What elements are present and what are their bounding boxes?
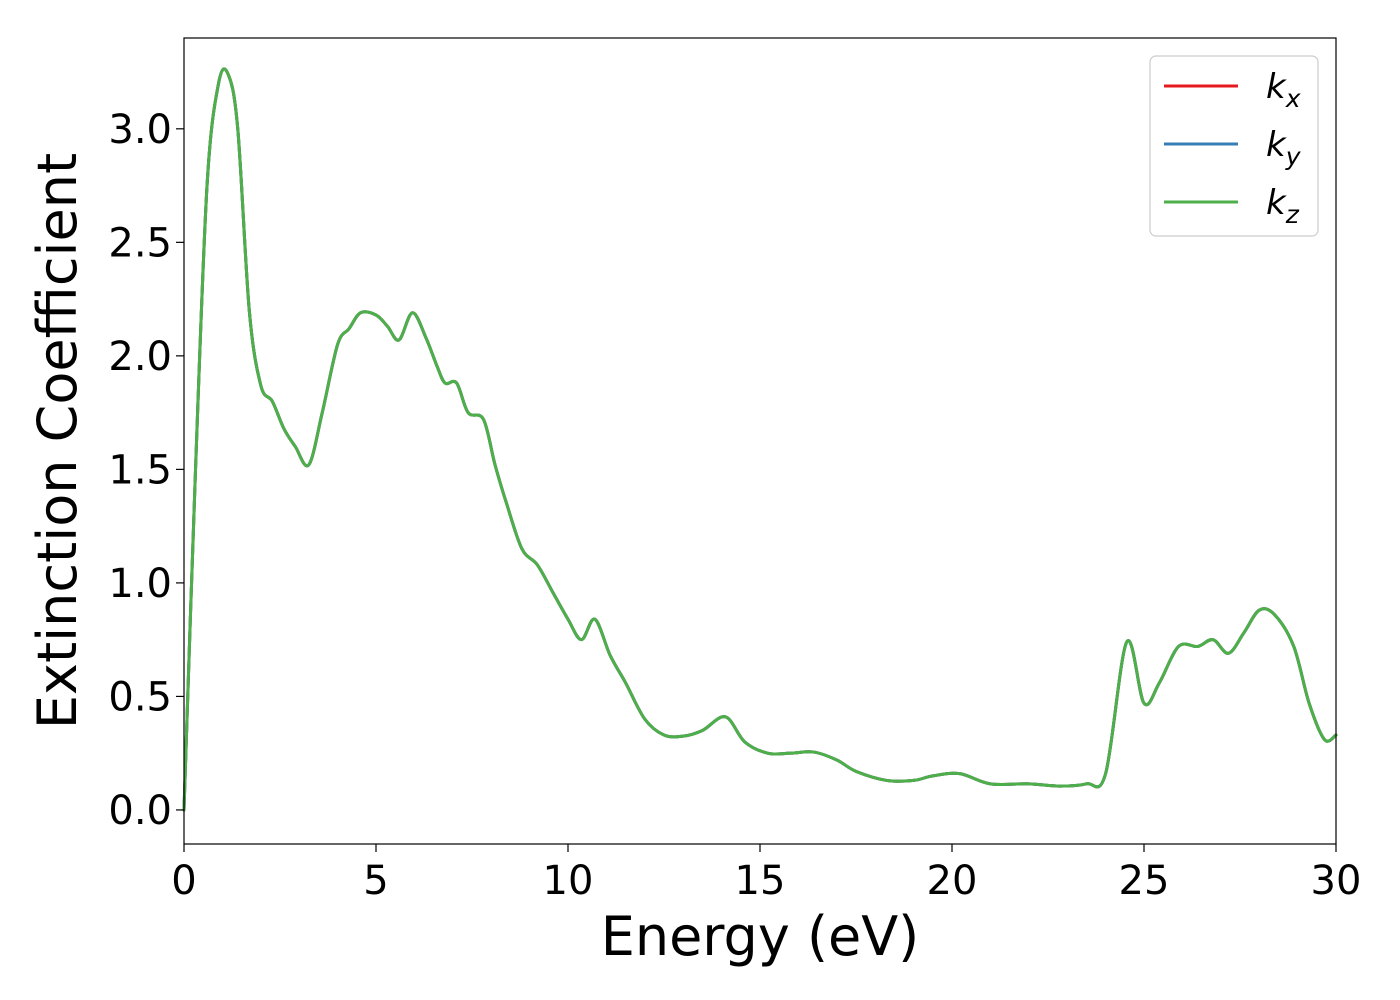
y-tick-label: 1.5 [108,447,172,493]
x-tick-label: 10 [543,858,594,904]
legend-label-base: k [1266,125,1287,165]
x-tick-label: 25 [1119,858,1170,904]
x-tick-label: 30 [1311,858,1362,904]
legend-label-base: k [1266,67,1287,107]
x-tick-label: 15 [735,858,786,904]
y-tick-label: 2.0 [108,334,172,380]
y-tick-label: 1.0 [108,561,172,607]
y-tick-label: 3.0 [108,107,172,153]
x-tick-label: 5 [363,858,388,904]
y-axis-title: Extinction Coefficient [26,153,89,729]
x-tick-label: 0 [171,858,196,904]
x-axis-title: Energy (eV) [601,905,920,968]
x-axis: 0 5 10 15 20 25 30 [171,844,1361,904]
series-line-k-z [182,67,1338,812]
legend-label-subscript: z [1285,200,1300,229]
legend-label-kz: kz [1266,183,1300,229]
legend-label-base: k [1266,183,1287,223]
y-tick-label: 2.5 [108,220,172,266]
legend-label-subscript: x [1285,84,1301,113]
legend-box [1149,55,1319,237]
y-tick-label: 0.5 [108,674,172,720]
x-tick-label: 20 [927,858,978,904]
y-tick-label: 0.0 [108,788,172,834]
legend-label-subscript: y [1285,142,1302,171]
legend-label-kx: kx [1266,67,1301,113]
series-layer [182,67,1338,812]
y-axis: 0.0 0.5 1.0 1.5 2.0 2.5 3.0 [108,107,184,834]
legend-label-ky: ky [1266,125,1302,171]
